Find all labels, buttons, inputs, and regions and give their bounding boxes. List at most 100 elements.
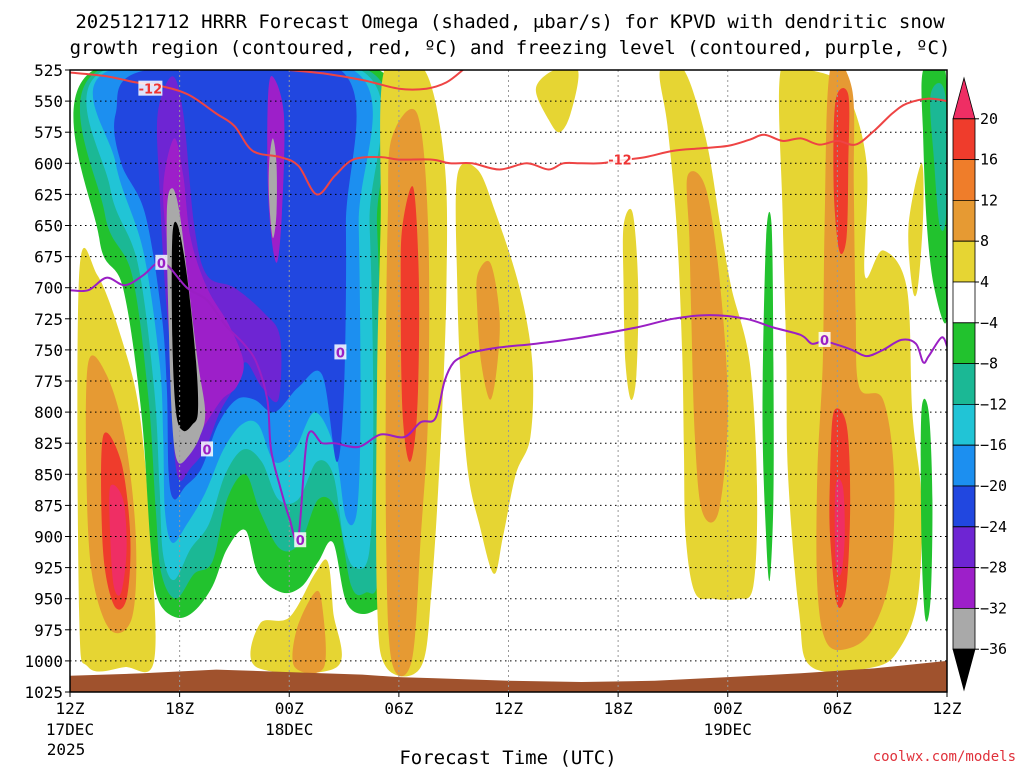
freezing-label-bg xyxy=(201,441,214,457)
dgz-label-bg xyxy=(607,151,632,167)
y-tick-label: 525 xyxy=(34,61,63,80)
colorbar-swatch xyxy=(952,567,976,609)
freezing-level-label: 0 xyxy=(336,346,345,361)
colorbar-swatch xyxy=(952,608,976,650)
colorbar-label: 12 xyxy=(980,191,998,209)
x-tick-label: 00Z xyxy=(713,699,742,718)
freezing-label-bg xyxy=(294,532,307,548)
x-tick-year: 2025 xyxy=(47,740,86,759)
y-tick-label: 625 xyxy=(34,185,63,204)
colorbar-label: 16 xyxy=(980,151,998,169)
y-tick-label: 650 xyxy=(34,217,63,236)
x-tick-date: 17DEC xyxy=(46,720,94,739)
freezing-level-label: 0 xyxy=(820,334,829,349)
omega-region-mid-yellow-smallB xyxy=(535,70,579,133)
omega-region-mid-yellow-C xyxy=(622,208,639,400)
y-axis: 525 550 575 600 625 650 675 700 725 750 775 800 825 8… xyxy=(24,61,70,702)
freezing-level-line xyxy=(70,261,947,542)
x-tick-label: 12Z xyxy=(494,699,523,718)
colorbar-swatch xyxy=(952,76,976,120)
colorbar-label: −8 xyxy=(980,355,998,373)
dgz-contour-label: -12 xyxy=(608,154,632,169)
x-axis-label: Forecast Time (UTC) xyxy=(399,747,616,768)
omega-region-mid-red-A xyxy=(400,186,420,462)
y-tick-label: 750 xyxy=(34,341,63,360)
x-tick-label: 18Z xyxy=(604,699,633,718)
freezing-label-bg xyxy=(334,344,347,360)
x-tick-label: 00Z xyxy=(275,699,304,718)
y-tick-label: 875 xyxy=(34,496,63,515)
colorbar: 20 16 12 8 4 −4 −8 −12 −16 −20 −24 −28 −32 −36 xyxy=(952,76,1007,692)
y-tick-label: 600 xyxy=(34,154,63,173)
freezing-label-bg xyxy=(818,331,831,347)
omega-region-mid-orange-B xyxy=(476,260,500,400)
omega-region-late-green-streak xyxy=(762,211,774,582)
y-tick-label: 900 xyxy=(34,528,63,547)
dgz-contour-line xyxy=(289,70,464,91)
colorbar-swatch xyxy=(952,404,976,446)
y-tick-label: 975 xyxy=(34,621,63,640)
y-tick-label: 775 xyxy=(34,372,63,391)
colorbar-swatch xyxy=(952,648,976,692)
y-tick-label: 725 xyxy=(34,310,63,329)
colorbar-label: 20 xyxy=(980,110,998,128)
omega-shading xyxy=(73,70,947,677)
colorbar-swatch xyxy=(952,485,976,528)
colorbar-swatch xyxy=(952,200,976,242)
grid-lines xyxy=(70,70,947,692)
terrain-band xyxy=(70,660,947,692)
x-tick-date: 18DEC xyxy=(265,720,313,739)
colorbar-swatch xyxy=(952,444,976,487)
x-tick-date: 19DEC xyxy=(704,720,752,739)
y-tick-label: 800 xyxy=(34,403,63,422)
chart-title-line1: 2025121712 HRRR Forecast Omega (shaded, … xyxy=(75,11,945,33)
y-tick-label: 925 xyxy=(34,559,63,578)
colorbar-swatch xyxy=(952,281,976,324)
y-tick-label: 1025 xyxy=(24,683,63,702)
colorbar-label: −4 xyxy=(980,314,998,332)
y-tick-label: 700 xyxy=(34,279,63,298)
omega-region-late-red-top xyxy=(833,88,850,255)
colorbar-swatch xyxy=(952,159,976,201)
colorbar-label: −36 xyxy=(980,640,1007,658)
x-tick-label: 06Z xyxy=(384,699,413,718)
y-tick-label: 550 xyxy=(34,92,63,111)
colorbar-label: −28 xyxy=(980,559,1007,577)
colorbar-label: −20 xyxy=(980,477,1007,495)
colorbar-swatch xyxy=(952,322,976,364)
colorbar-label: −16 xyxy=(980,436,1007,454)
freezing-label-bg xyxy=(155,254,168,270)
freezing-level-label: 0 xyxy=(203,443,212,458)
colorbar-label: 8 xyxy=(980,232,989,250)
omega-region-mid-orange-D xyxy=(686,171,728,523)
x-tick-label: 18Z xyxy=(165,699,194,718)
colorbar-swatch xyxy=(952,526,976,568)
y-tick-label: 675 xyxy=(34,248,63,267)
y-tick-label: 850 xyxy=(34,465,63,484)
omega-region-late-yellow-mid xyxy=(908,163,924,297)
omega-region-early-orange-low2 xyxy=(292,590,326,674)
credit-text: coolwx.com/models xyxy=(873,749,1016,765)
y-tick-label: 825 xyxy=(34,434,63,453)
y-tick-label: 950 xyxy=(34,590,63,609)
dgz-contour-line xyxy=(70,71,947,196)
colorbar-swatch xyxy=(952,240,976,283)
colorbar-swatch xyxy=(952,363,976,405)
omega-region-cold-black xyxy=(171,221,199,432)
colorbar-label: 4 xyxy=(980,273,989,291)
freezing-level-label: 0 xyxy=(157,257,166,272)
colorbar-label: −32 xyxy=(980,599,1007,617)
contour-lines: -12 -12 0 0 0 0 0 xyxy=(70,70,947,549)
omega-region-late-teal-topright xyxy=(930,83,947,231)
x-tick-label: 12Z xyxy=(56,699,85,718)
x-tick-label: 12Z xyxy=(933,699,962,718)
y-tick-label: 1000 xyxy=(24,652,63,671)
y-tick-label: 575 xyxy=(34,123,63,142)
x-tick-label: 06Z xyxy=(823,699,852,718)
chart-title-line2: growth region (contoured, red, ºC) and f… xyxy=(70,37,951,59)
colorbar-label: −24 xyxy=(980,518,1007,536)
colorbar-label: −12 xyxy=(980,395,1007,413)
terrain-layer xyxy=(70,660,947,692)
